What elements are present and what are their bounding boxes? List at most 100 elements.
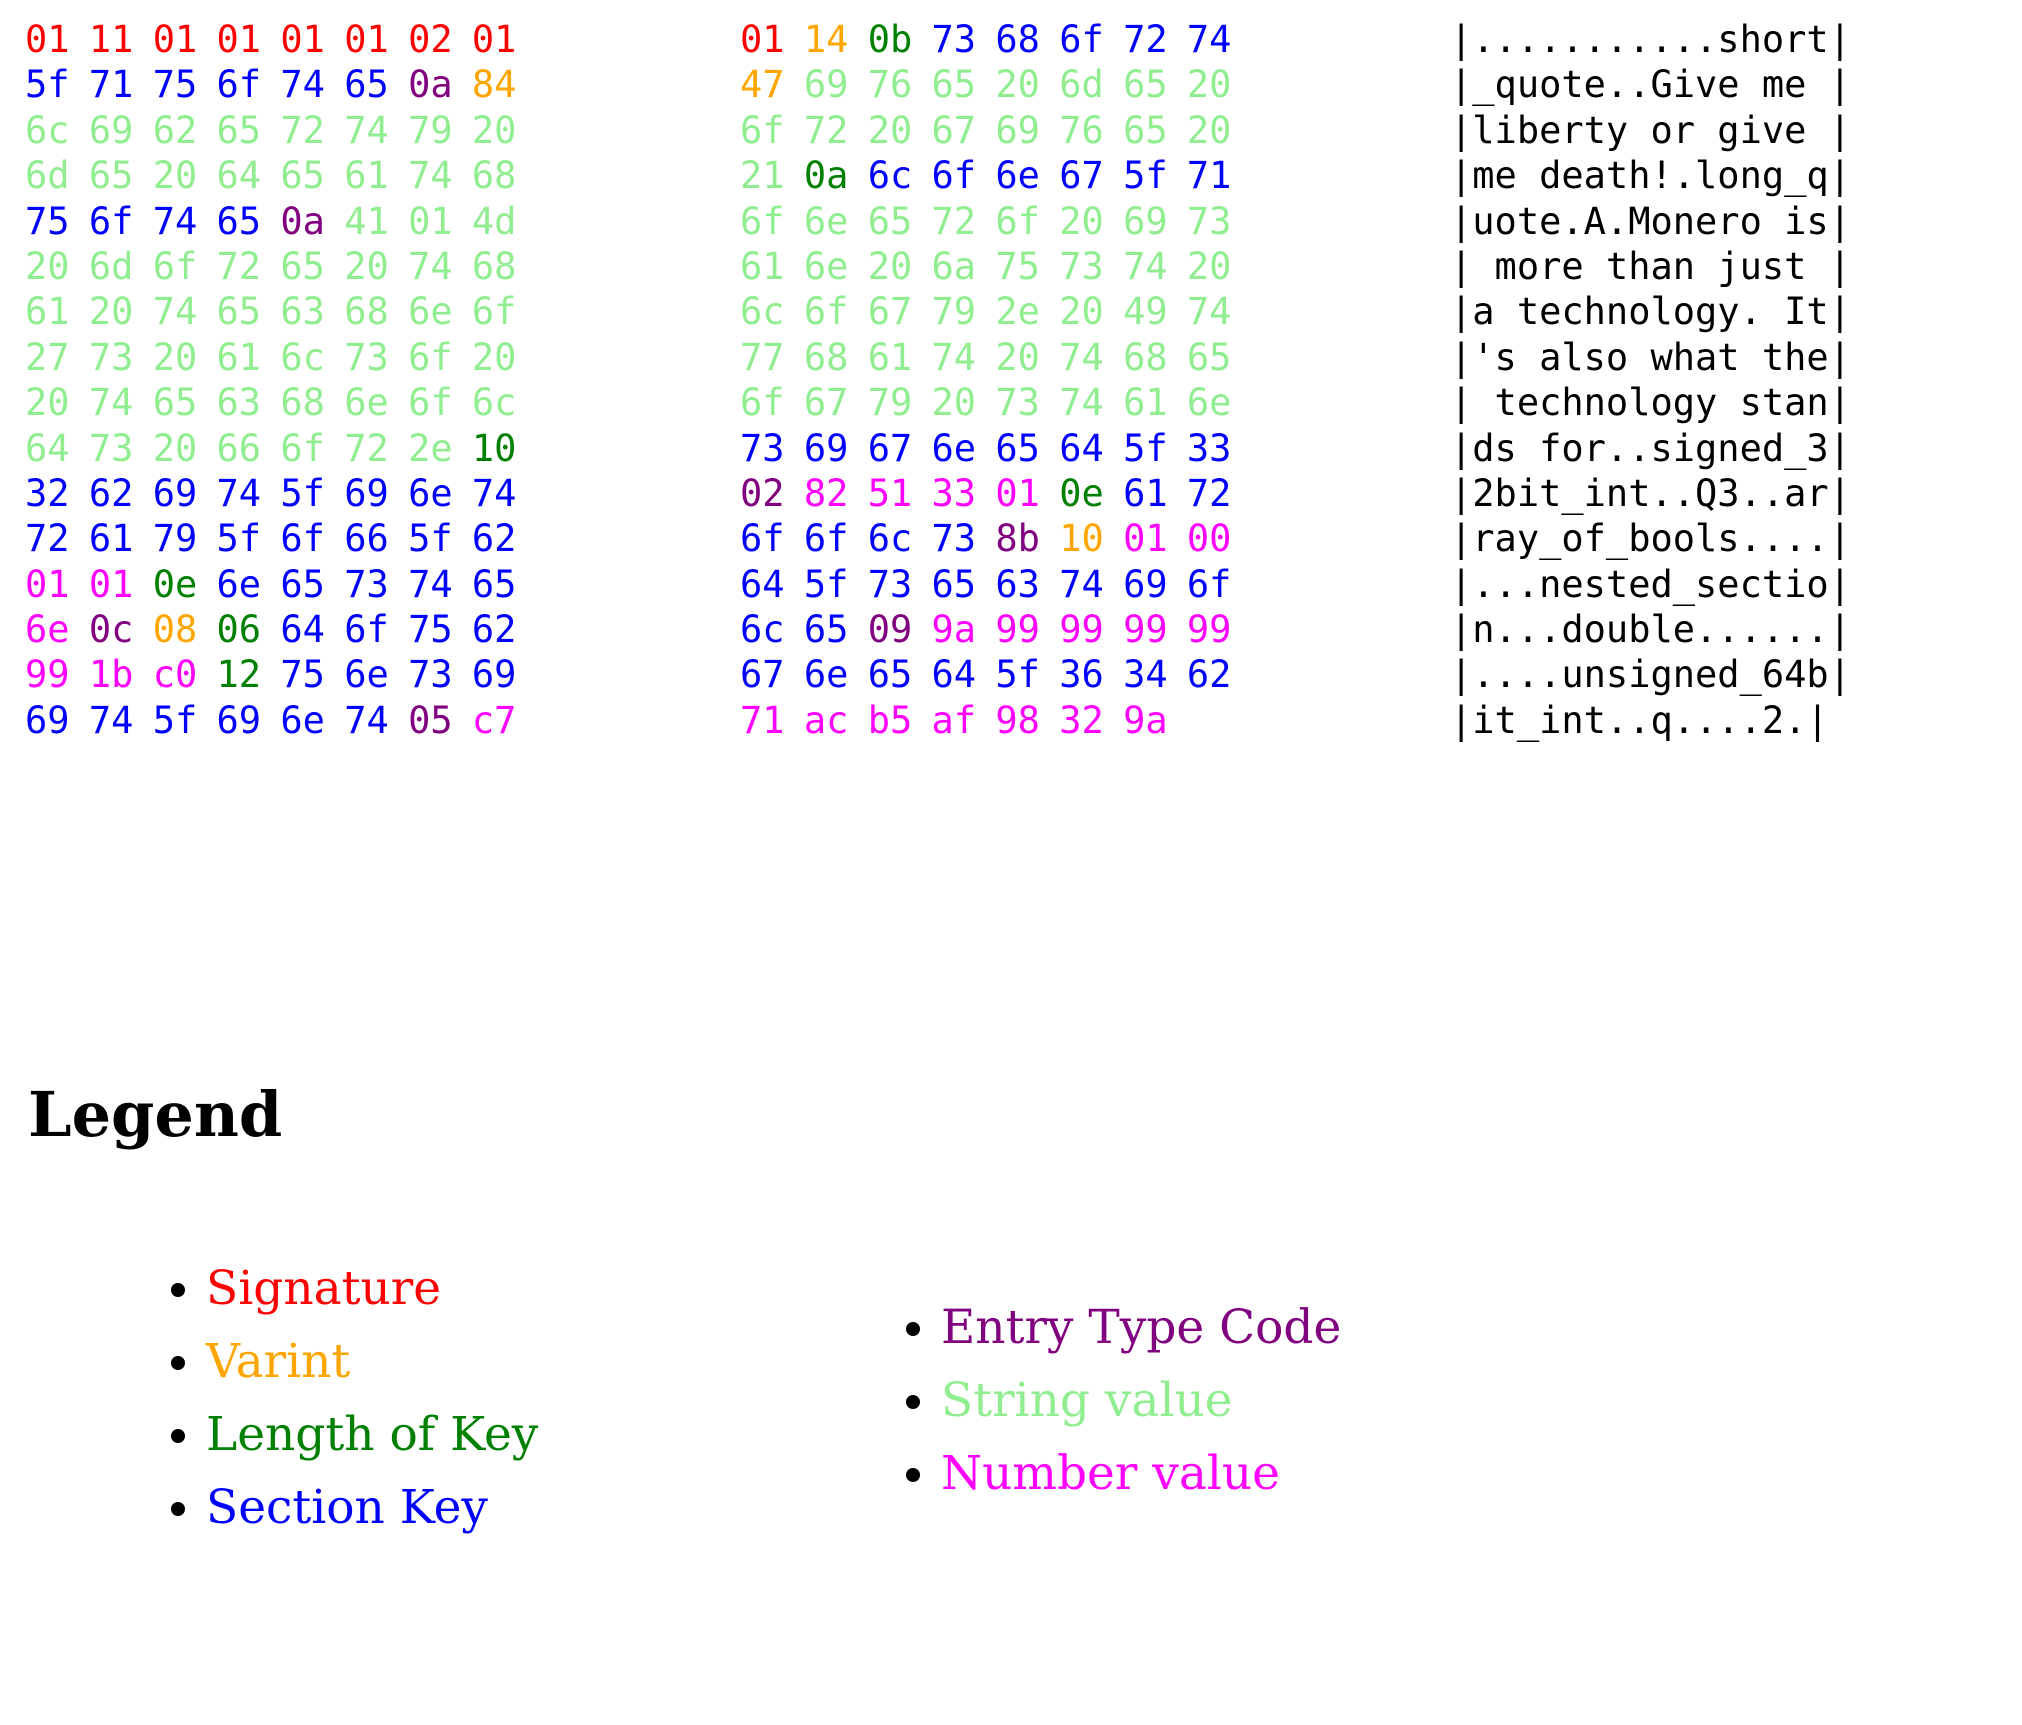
ascii-text: | technology stan| [1450,381,1851,425]
legend-item: Entry Type Code [941,1291,1341,1364]
ascii-text: |uote.A.Monero is| [1450,199,1851,243]
hex-byte: 74 [931,335,977,379]
hex-byte: 51 [867,471,913,515]
hex-byte: 71 [88,63,134,107]
legend-item: Varint [206,1325,538,1398]
hex-byte: 74 [1059,381,1104,425]
hex-byte: 61 [88,517,134,561]
hex-bytes-right: 6f 6f 6c 73 8b 10 01 00 [740,517,1231,560]
hex-byte: 0c [88,608,134,652]
hex-byte: 1b [88,653,134,697]
hex-byte: 69 [995,108,1040,152]
hex-byte: 6d [1059,63,1104,107]
hex-byte: 72 [280,108,325,152]
hex-byte: 61 [216,335,262,379]
hex-byte: 5f [1123,154,1168,198]
hex-byte: 68 [280,381,325,425]
hex-byte: 76 [1059,108,1104,152]
legend-item-label: Length of Key [206,1407,539,1462]
hex-byte: b5 [867,698,913,742]
hex-byte: 79 [867,381,913,425]
hex-byte: 68 [995,18,1040,61]
hex-bytes-right: 6c 65 09 9a 99 99 99 99 [740,608,1231,651]
hex-row: 01 01 0e 6e 65 73 74 65 64 5f 73 65 63 74… [0,563,2022,608]
hex-byte: 71 [1186,154,1232,198]
hex-byte: 20 [931,381,977,425]
hex-row: 27 73 20 61 6c 73 6f 20 77 68 61 74 20 74… [0,336,2022,381]
hex-byte: 65 [1123,108,1168,152]
hex-byte: 62 [1186,653,1232,697]
hex-byte: 69 [25,698,70,742]
hex-byte: 98 [995,698,1040,742]
hex-byte: 67 [740,653,785,697]
hex-byte: 65 [931,63,977,107]
hex-byte: 62 [152,108,198,152]
hex-byte: 2e [408,426,453,470]
hex-byte: 5f [803,562,849,606]
hex-row: 99 1b c0 12 75 6e 73 69 67 6e 65 64 5f 36… [0,653,2022,698]
legend-item-label: Section Key [206,1480,488,1535]
hex-byte: 76 [867,63,913,107]
hex-byte: ac [803,698,849,742]
hex-byte: 6c [471,381,517,425]
hex-byte: 67 [931,108,977,152]
hex-byte: 41 [344,199,389,243]
ascii-text: |...nested_sectio| [1450,562,1851,606]
hex-byte: 65 [280,562,325,606]
hex-byte: 6e [216,562,262,606]
hex-row: 61 20 74 65 63 68 6e 6f 6c 6f 67 79 2e 20… [0,290,2022,335]
hex-byte: 20 [25,381,70,425]
hex-row: 5f 71 75 6f 74 65 0a 84 47 69 76 65 20 6d… [0,63,2022,108]
hex-byte: 6e [344,653,389,697]
hex-byte: 6c [740,608,785,652]
hex-byte: 65 [931,562,977,606]
hex-byte: 82 [803,471,849,515]
hex-byte: 65 [867,653,913,697]
legend-item: Number value [941,1437,1341,1510]
hex-bytes-left: 01 11 01 01 01 01 02 01 [25,18,516,61]
hex-byte: 01 [25,18,70,61]
ascii-text: |ds for..signed_3| [1450,426,1851,470]
hex-byte: 73 [1186,199,1232,243]
hex-bytes-left: 69 74 5f 69 6e 74 05 c7 [25,699,516,742]
hex-byte: 8b [995,517,1040,561]
hex-byte: 74 [1186,18,1232,61]
hex-bytes-right: 6f 6e 65 72 6f 20 69 73 [740,200,1231,243]
hex-byte: 6f [740,199,785,243]
hex-byte: 49 [1123,290,1168,334]
hex-byte: 65 [867,199,913,243]
hex-byte: 6e [803,653,849,697]
hex-byte: 74 [408,562,453,606]
hex-byte: 62 [471,608,517,652]
hex-byte: c7 [471,698,517,742]
hex-byte: 09 [867,608,913,652]
hex-byte: 69 [471,653,517,697]
hex-byte: 11 [88,18,134,61]
hex-byte: 74 [1186,290,1232,334]
hex-bytes-right: 64 5f 73 65 63 74 69 6f [740,563,1231,606]
hex-row: 6e 0c 08 06 64 6f 75 62 6c 65 09 9a 99 99… [0,608,2022,653]
hex-byte: 6e [344,381,389,425]
hex-byte: 68 [471,154,517,198]
hex-byte: 99 [995,608,1040,652]
hex-byte: 0a [803,154,849,198]
hex-bytes-left: 5f 71 75 6f 74 65 0a 84 [25,63,516,106]
hex-bytes-right: 6f 72 20 67 69 76 65 20 [740,109,1231,152]
legend-item: String value [941,1364,1341,1437]
hex-byte: 00 [1186,517,1232,561]
hex-byte: 75 [280,653,325,697]
hex-byte: 69 [1123,199,1168,243]
hex-byte: 65 [280,154,325,198]
hex-bytes-right: 61 6e 20 6a 75 73 74 20 [740,245,1231,288]
hex-byte: 62 [88,471,134,515]
hex-byte: 73 [88,335,134,379]
hex-byte: 65 [995,426,1040,470]
hex-byte: 64 [740,562,785,606]
hex-byte: 01 [216,18,262,61]
hex-byte: 36 [1059,653,1104,697]
hex-byte: 65 [216,108,262,152]
hex-byte: 69 [1123,562,1168,606]
hex-byte: 2e [995,290,1040,334]
hex-byte: 4d [471,199,517,243]
hex-row: 20 6d 6f 72 65 20 74 68 61 6e 20 6a 75 73… [0,245,2022,290]
